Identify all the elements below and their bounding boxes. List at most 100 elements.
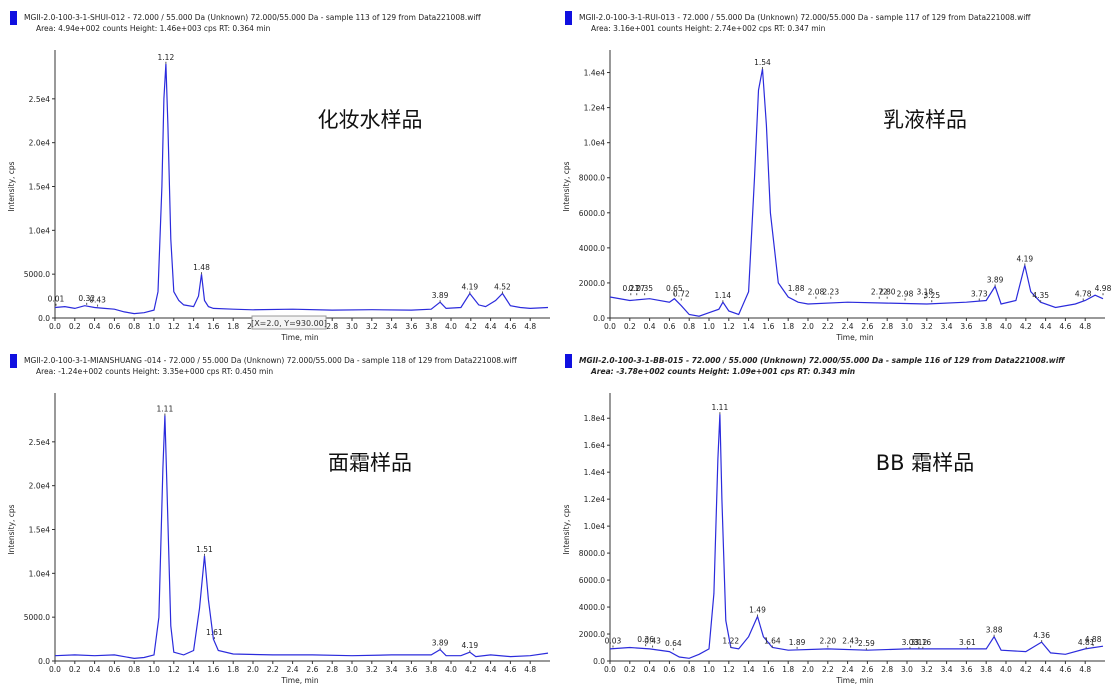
x-tick-label: 1.2 bbox=[168, 322, 180, 331]
x-axis-label: Time, min bbox=[835, 676, 874, 685]
peak-label: 0.43 bbox=[644, 637, 661, 646]
x-tick-label: 2.0 bbox=[247, 665, 259, 674]
peak-label: 3.12 bbox=[911, 638, 928, 647]
x-tick-label: 2.2 bbox=[822, 322, 834, 331]
x-tick-label: 1.6 bbox=[762, 665, 774, 674]
peak-label: 0.03 bbox=[605, 637, 622, 646]
y-tick-label: 1.0e4 bbox=[29, 569, 51, 578]
sample-label: 乳液样品 bbox=[883, 108, 967, 132]
x-tick-label: 2.4 bbox=[842, 322, 854, 331]
y-tick-label: 2.5e4 bbox=[29, 438, 51, 447]
y-tick-label: 1.4e4 bbox=[584, 69, 606, 78]
x-tick-label: 0.0 bbox=[604, 322, 616, 331]
x-tick-label: 0.2 bbox=[69, 322, 81, 331]
peak-label: 2.08 bbox=[808, 288, 825, 297]
y-axis-label: Intensity, cps bbox=[7, 161, 16, 211]
y-axis-label: Intensity, cps bbox=[562, 161, 571, 211]
peak-label: 4.81 bbox=[1078, 638, 1095, 647]
x-tick-label: 2.8 bbox=[326, 322, 338, 331]
peak-label: 3.25 bbox=[923, 291, 940, 300]
x-tick-label: 2.0 bbox=[802, 322, 814, 331]
x-tick-label: 4.2 bbox=[465, 322, 477, 331]
peak-label: 1.89 bbox=[789, 638, 806, 647]
peak-label: 4.88 bbox=[1085, 635, 1102, 644]
x-tick-label: 0.2 bbox=[624, 322, 636, 331]
peak-label: 1.61 bbox=[206, 628, 223, 637]
y-tick-label: 1.8e4 bbox=[584, 414, 606, 423]
x-tick-label: 2.4 bbox=[842, 665, 854, 674]
x-tick-label: 4.0 bbox=[1000, 322, 1012, 331]
x-tick-label: 1.4 bbox=[743, 665, 755, 674]
x-tick-label: 0.0 bbox=[604, 665, 616, 674]
x-tick-label: 0.8 bbox=[128, 322, 140, 331]
chromatogram-trace bbox=[609, 414, 1104, 659]
peak-label: 1.51 bbox=[196, 545, 213, 554]
x-tick-label: 3.2 bbox=[921, 665, 933, 674]
peak-label: 1.11 bbox=[712, 403, 729, 412]
y-tick-label: 5000.0 bbox=[24, 613, 50, 622]
x-tick-label: 3.0 bbox=[901, 665, 913, 674]
x-tick-label: 4.8 bbox=[1079, 665, 1091, 674]
x-tick-label: 0.6 bbox=[663, 665, 675, 674]
x-tick-label: 2.4 bbox=[287, 665, 299, 674]
x-tick-label: 4.6 bbox=[504, 665, 516, 674]
x-tick-label: 0.0 bbox=[49, 322, 61, 331]
y-tick-label: 1.2e4 bbox=[584, 104, 606, 113]
peak-label: 0.01 bbox=[48, 295, 65, 304]
peak-label: 0.65 bbox=[666, 284, 683, 293]
x-tick-label: 4.2 bbox=[465, 665, 477, 674]
x-tick-label: 4.4 bbox=[485, 665, 497, 674]
peak-label: 0.72 bbox=[673, 289, 690, 298]
chart-panel: MGII-2.0-100-3-1-SHUI-012 - 72.000 / 55.… bbox=[7, 11, 550, 342]
x-tick-label: 1.8 bbox=[782, 322, 794, 331]
x-tick-label: 4.8 bbox=[524, 322, 536, 331]
y-tick-label: 8000.0 bbox=[579, 549, 605, 558]
x-tick-label: 2.2 bbox=[822, 665, 834, 674]
x-tick-label: 3.8 bbox=[980, 665, 992, 674]
x-tick-label: 3.2 bbox=[921, 322, 933, 331]
subheader: Area: 4.94e+002 counts Height: 1.46e+003… bbox=[36, 24, 271, 33]
header: MGII-2.0-100-3-1-MIANSHUANG -014 - 72.00… bbox=[24, 356, 518, 365]
x-tick-label: 1.6 bbox=[762, 322, 774, 331]
peak-label: 1.49 bbox=[749, 605, 766, 614]
x-tick-label: 4.0 bbox=[1000, 665, 1012, 674]
x-tick-label: 1.6 bbox=[207, 665, 219, 674]
y-tick-label: 0.0 bbox=[593, 657, 605, 666]
x-tick-label: 1.0 bbox=[148, 322, 160, 331]
x-tick-label: 3.6 bbox=[960, 322, 972, 331]
x-axis-label: Time, min bbox=[280, 676, 319, 685]
y-tick-label: 5000.0 bbox=[24, 270, 50, 279]
y-axis-label: Intensity, cps bbox=[7, 504, 16, 554]
x-tick-label: 1.8 bbox=[782, 665, 794, 674]
peak-label: 2.72 bbox=[871, 288, 888, 297]
y-tick-label: 2000.0 bbox=[579, 630, 605, 639]
x-axis-label: Time, min bbox=[280, 333, 319, 342]
peak-label: 0.43 bbox=[89, 296, 106, 305]
x-tick-label: 4.2 bbox=[1020, 322, 1032, 331]
x-tick-label: 4.8 bbox=[1079, 322, 1091, 331]
chromatogram-trace bbox=[609, 68, 1104, 317]
peak-label: 4.36 bbox=[1033, 631, 1050, 640]
x-axis-label: Time, min bbox=[835, 333, 874, 342]
x-tick-label: 4.6 bbox=[1059, 322, 1071, 331]
peak-label: 3.61 bbox=[959, 638, 976, 647]
peak-label: 2.20 bbox=[819, 637, 836, 646]
x-tick-label: 1.2 bbox=[168, 665, 180, 674]
x-tick-label: 1.0 bbox=[148, 665, 160, 674]
x-tick-label: 3.2 bbox=[366, 322, 378, 331]
y-tick-label: 1.0e4 bbox=[584, 522, 606, 531]
y-tick-label: 1.6e4 bbox=[584, 441, 606, 450]
x-tick-label: 4.8 bbox=[524, 665, 536, 674]
x-tick-label: 2.8 bbox=[881, 322, 893, 331]
y-tick-label: 1.5e4 bbox=[29, 526, 51, 535]
x-tick-label: 2.6 bbox=[861, 322, 873, 331]
x-tick-label: 3.4 bbox=[386, 322, 398, 331]
y-tick-label: 1.2e4 bbox=[584, 495, 606, 504]
y-tick-label: 1.0e4 bbox=[29, 226, 51, 235]
x-tick-label: 1.0 bbox=[703, 665, 715, 674]
x-tick-label: 1.4 bbox=[188, 665, 200, 674]
y-tick-label: 0.0 bbox=[38, 314, 50, 323]
y-tick-label: 0.0 bbox=[38, 657, 50, 666]
peak-label: 1.48 bbox=[193, 263, 210, 272]
x-tick-label: 0.2 bbox=[69, 665, 81, 674]
